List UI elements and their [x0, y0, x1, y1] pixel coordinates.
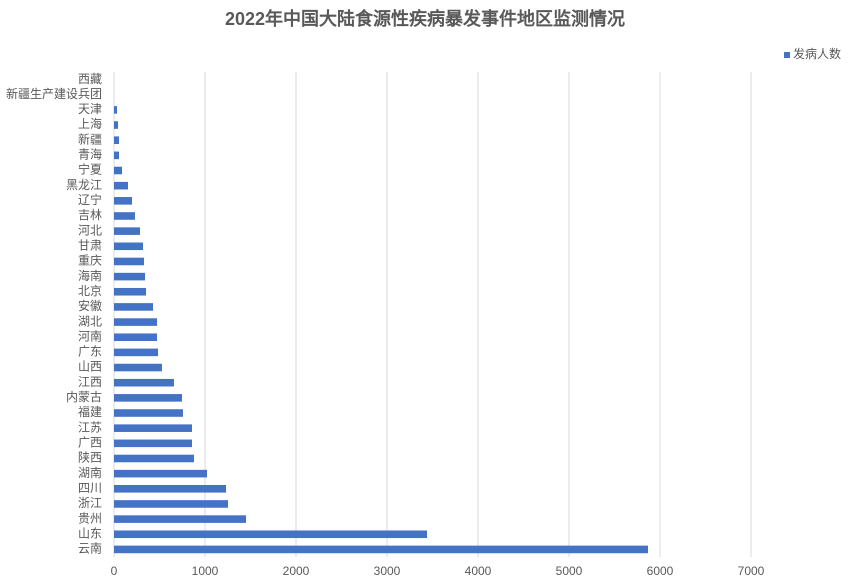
- x-tick-label: 6000: [647, 564, 674, 578]
- bar: [114, 530, 428, 539]
- bar: [114, 545, 648, 554]
- bar: [114, 394, 182, 402]
- bar: [114, 166, 123, 175]
- bar: [114, 333, 158, 342]
- y-tick-label: 西藏: [78, 72, 102, 86]
- y-tick-label: 新疆生产建设兵团: [6, 86, 102, 101]
- bar: [114, 242, 144, 251]
- y-tick-label: 广东: [78, 345, 102, 359]
- bar: [114, 485, 227, 493]
- bar: [114, 348, 159, 357]
- y-tick-label: 宁夏: [78, 162, 102, 177]
- y-tick-label: 上海: [78, 116, 102, 131]
- x-tick-label: 5000: [556, 564, 583, 578]
- legend-swatch: [784, 52, 790, 58]
- y-tick-label: 甘肃: [78, 238, 102, 252]
- bar: [114, 363, 162, 372]
- y-tick-label: 云南: [78, 541, 102, 556]
- y-tick-label: 福建: [78, 404, 102, 419]
- y-tick-label: 山东: [78, 526, 102, 540]
- bar: [114, 136, 120, 144]
- y-tick-label: 江苏: [78, 420, 102, 434]
- y-tick-label: 内蒙古: [66, 389, 102, 404]
- x-tick-label: 7000: [738, 564, 765, 578]
- y-tick-label: 浙江: [78, 496, 102, 510]
- y-tick-label: 陕西: [78, 450, 102, 465]
- y-tick-label: 新疆: [78, 131, 102, 146]
- y-tick-label: 安徽: [78, 298, 102, 313]
- x-tick-label: 2000: [283, 564, 310, 578]
- y-tick-label: 海南: [78, 268, 102, 283]
- x-tick-label: 1000: [192, 564, 219, 578]
- bar: [114, 151, 120, 160]
- y-tick-label: 江西: [78, 375, 102, 389]
- y-tick-label: 吉林: [78, 208, 102, 222]
- bar: [114, 197, 133, 205]
- chart-title: 2022年中国大陆食源性疾病暴发事件地区监测情况: [225, 8, 625, 29]
- y-tick-label: 天津: [78, 102, 102, 116]
- bar: [114, 181, 129, 190]
- y-tick-label: 湖南: [78, 465, 102, 480]
- bar: [114, 454, 194, 463]
- y-tick-label: 黑龙江: [66, 178, 102, 192]
- bar: [114, 439, 192, 448]
- y-tick-label: 河北: [78, 223, 102, 237]
- y-tick-label: 辽宁: [78, 192, 102, 207]
- bar: [114, 212, 136, 220]
- y-tick-label: 湖北: [78, 313, 102, 328]
- legend-label: 发病人数: [793, 46, 841, 61]
- y-tick-label: 河南: [78, 328, 102, 343]
- bar: [114, 106, 118, 114]
- bar: [114, 318, 158, 326]
- bar: [114, 121, 119, 129]
- bar: [114, 378, 174, 387]
- x-tick-label: 3000: [374, 564, 401, 578]
- bar: [114, 272, 146, 281]
- bar: [114, 257, 145, 266]
- y-tick-label: 四川: [78, 481, 102, 495]
- y-tick-label: 贵州: [78, 511, 102, 525]
- x-tick-label: 4000: [465, 564, 492, 578]
- y-tick-label: 重庆: [78, 254, 102, 268]
- bar: [114, 469, 208, 478]
- bar: [114, 287, 147, 296]
- bar: [114, 515, 247, 523]
- y-tick-label: 山西: [78, 360, 102, 374]
- y-tick-label: 北京: [78, 284, 102, 298]
- bar: [114, 303, 154, 311]
- y-tick-label: 广西: [78, 436, 102, 450]
- y-tick-label: 青海: [78, 147, 102, 162]
- bar: [114, 424, 192, 432]
- bar: [114, 227, 141, 235]
- bar: [114, 409, 183, 417]
- x-tick-label: 0: [111, 564, 118, 578]
- bar: [114, 500, 229, 508]
